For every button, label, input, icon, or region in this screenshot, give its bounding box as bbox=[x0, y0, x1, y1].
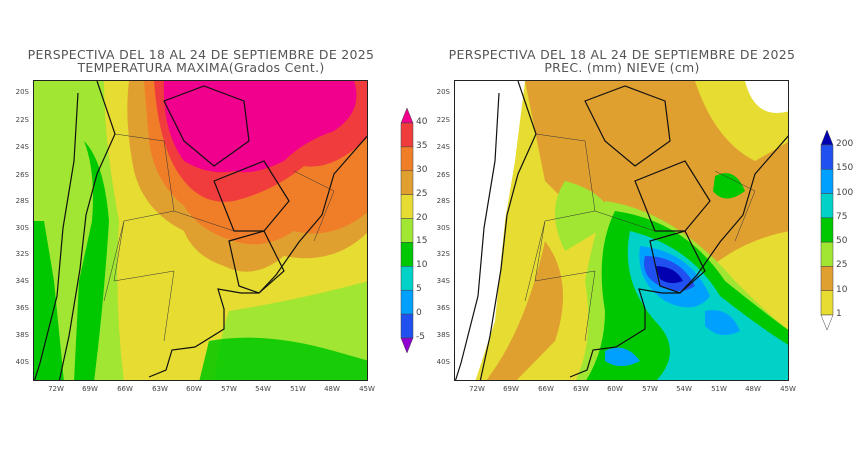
lon-tick-label: 51W bbox=[290, 385, 306, 393]
lat-tick-label: 40S bbox=[15, 358, 29, 366]
lon-tick-label: 51W bbox=[711, 385, 727, 393]
lon-tick-label: 45W bbox=[359, 385, 375, 393]
lat-tick-label: 22S bbox=[436, 116, 450, 124]
lat-tick-label: 20S bbox=[15, 88, 29, 96]
lon-tick-label: 69W bbox=[82, 385, 98, 393]
lat-tick-label: 30S bbox=[15, 224, 29, 232]
lon-tick-label: 54W bbox=[676, 385, 692, 393]
lon-tick-label: 57W bbox=[642, 385, 658, 393]
colorbar-segment bbox=[400, 289, 414, 315]
colorbar-label: 1 bbox=[836, 309, 842, 319]
lon-tick-label: 48W bbox=[324, 385, 340, 393]
title-line-1: PERSPECTIVA DEL 18 AL 24 DE SEPTIEMBRE D… bbox=[27, 47, 375, 62]
lon-tick-label: 60W bbox=[607, 385, 623, 393]
lat-tick-label: 32S bbox=[436, 250, 450, 258]
lat-tick-label: 26S bbox=[15, 171, 29, 179]
colorbar-segment bbox=[400, 146, 414, 172]
lon-tick-label: 45W bbox=[780, 385, 796, 393]
lat-tick-label: 38S bbox=[436, 331, 450, 339]
lat-tick-label: 22S bbox=[15, 116, 29, 124]
lon-tick-label: 60W bbox=[186, 385, 202, 393]
precipitation-map bbox=[454, 80, 789, 381]
colorbar-segment bbox=[400, 218, 414, 243]
colorbar-label: -5 bbox=[416, 332, 425, 342]
colorbar-label: 25 bbox=[836, 260, 848, 271]
lat-tick-label: 28S bbox=[15, 197, 29, 205]
lat-tick-label: 36S bbox=[15, 304, 29, 312]
lat-tick-label: 40S bbox=[436, 358, 450, 366]
lon-tick-label: 57W bbox=[221, 385, 237, 393]
colorbar-bottom-arrow bbox=[820, 314, 834, 330]
lon-tick-label: 72W bbox=[48, 385, 64, 393]
lat-tick-label: 28S bbox=[436, 197, 450, 205]
colorbar-label: 150 bbox=[836, 163, 854, 174]
colorbar-segment bbox=[820, 169, 834, 194]
title-line-2: PREC. (mm) NIEVE (cm) bbox=[544, 60, 700, 75]
lon-tick-label: 69W bbox=[503, 385, 519, 393]
lon-tick-label: 66W bbox=[117, 385, 133, 393]
lat-tick-label: 36S bbox=[436, 304, 450, 312]
colorbar-segment bbox=[820, 241, 834, 267]
lon-tick-label: 48W bbox=[745, 385, 761, 393]
colorbar-label: 200 bbox=[836, 139, 854, 149]
temperature-colorbar bbox=[400, 108, 414, 353]
lat-tick-label: 32S bbox=[15, 250, 29, 258]
right-map-title: PERSPECTIVA DEL 18 AL 24 DE SEPTIEMBRE D… bbox=[441, 48, 803, 74]
lon-tick-label: 63W bbox=[152, 385, 168, 393]
colorbar-top-arrow bbox=[400, 108, 414, 124]
colorbar-label: 100 bbox=[836, 187, 854, 198]
lon-tick-label: 72W bbox=[469, 385, 485, 393]
colorbar-label: 10 bbox=[416, 260, 428, 271]
colorbar-segment bbox=[400, 266, 414, 291]
colorbar-segment bbox=[820, 193, 834, 219]
lat-tick-label: 34S bbox=[436, 277, 450, 285]
colorbar-label: 10 bbox=[836, 284, 848, 295]
colorbar-segment bbox=[820, 290, 834, 316]
lat-tick-label: 24S bbox=[15, 143, 29, 151]
precipitation-colorbar bbox=[820, 130, 834, 330]
colorbar-segment bbox=[400, 170, 414, 195]
lat-tick-label: 24S bbox=[436, 143, 450, 151]
colorbar-segment bbox=[400, 122, 414, 148]
colorbar-segment bbox=[820, 266, 834, 291]
left-map-title: PERSPECTIVA DEL 18 AL 24 DE SEPTIEMBRE D… bbox=[20, 48, 382, 74]
lat-tick-label: 34S bbox=[15, 277, 29, 285]
colorbar-segment bbox=[400, 242, 414, 267]
colorbar-top-arrow bbox=[820, 130, 834, 146]
colorbar-label: 5 bbox=[416, 284, 422, 295]
colorbar-label: 0 bbox=[416, 308, 422, 319]
colorbar-label: 35 bbox=[416, 140, 428, 151]
colorbar-label: 15 bbox=[416, 236, 428, 247]
colorbar-label: 40 bbox=[416, 117, 428, 127]
colorbar-segment bbox=[400, 313, 414, 339]
lon-tick-label: 54W bbox=[255, 385, 271, 393]
colorbar-segment bbox=[820, 217, 834, 243]
lat-tick-label: 20S bbox=[436, 88, 450, 96]
colorbar-bottom-arrow bbox=[400, 337, 414, 353]
colorbar-label: 30 bbox=[416, 164, 428, 175]
temperature-map bbox=[33, 80, 368, 381]
lat-tick-label: 26S bbox=[436, 171, 450, 179]
lon-tick-label: 66W bbox=[538, 385, 554, 393]
colorbar-segment bbox=[820, 144, 834, 170]
colorbar-label: 25 bbox=[416, 188, 428, 199]
title-line-2: TEMPERATURA MAXIMA(Grados Cent.) bbox=[77, 60, 325, 75]
colorbar-label: 75 bbox=[836, 211, 848, 222]
colorbar-segment bbox=[400, 194, 414, 219]
title-line-1: PERSPECTIVA DEL 18 AL 24 DE SEPTIEMBRE D… bbox=[448, 47, 796, 62]
colorbar-label: 50 bbox=[836, 236, 848, 247]
lon-tick-label: 63W bbox=[573, 385, 589, 393]
lat-tick-label: 38S bbox=[15, 331, 29, 339]
colorbar-label: 20 bbox=[416, 212, 428, 223]
lat-tick-label: 30S bbox=[436, 224, 450, 232]
